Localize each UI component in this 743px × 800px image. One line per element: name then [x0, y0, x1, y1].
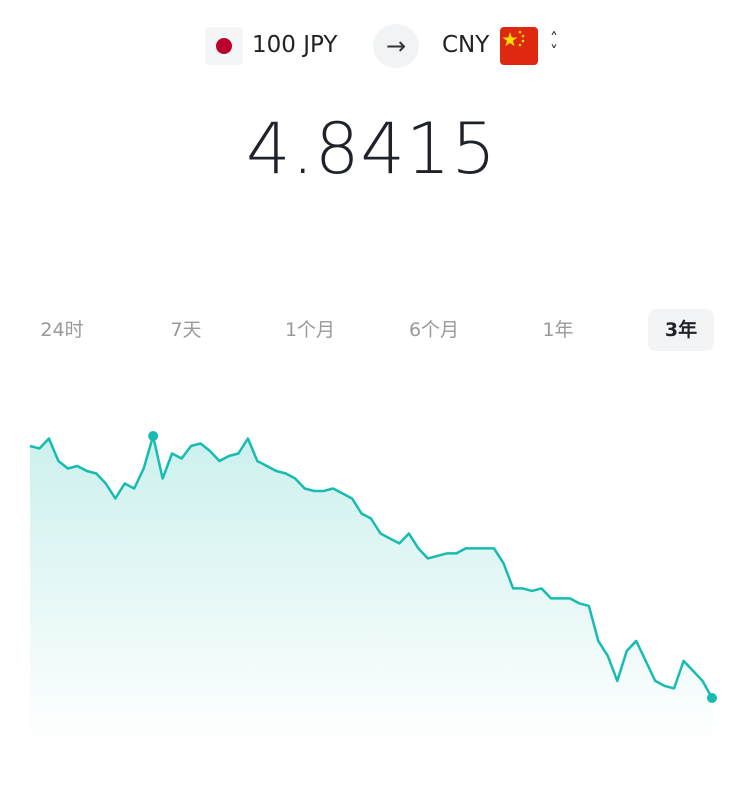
tab-7d[interactable]: 7天 [170, 319, 202, 341]
last-point-marker [707, 693, 717, 703]
chart-area-fill [30, 436, 712, 745]
china-flag-icon[interactable] [500, 27, 538, 65]
arrow-right-icon: → [385, 32, 407, 60]
to-currency[interactable]: CNY [442, 32, 490, 58]
japan-flag-icon[interactable] [205, 27, 243, 65]
from-currency[interactable]: 100 JPY [252, 32, 338, 58]
tab-1y[interactable]: 1年 [542, 319, 574, 341]
swap-button[interactable]: → [373, 24, 419, 68]
tab-24h[interactable]: 24时 [40, 319, 84, 341]
rate-chart[interactable] [0, 400, 743, 760]
exchange-rate-value: 4.8415 [246, 108, 497, 190]
tab-3y[interactable]: 3年 [648, 309, 714, 351]
max-point-marker [148, 431, 159, 441]
tab-1m[interactable]: 1个月 [284, 319, 336, 341]
currency-pair-selector: 100 JPY → CNY ˄ ˅ [0, 24, 743, 68]
chevron-up-down-icon[interactable]: ˄ ˅ [550, 29, 558, 61]
period-tabs: 24时 7天 1个月 6个月 1年 3年 [20, 309, 720, 351]
chart-line [29, 434, 714, 699]
tab-6m[interactable]: 6个月 [408, 319, 460, 341]
